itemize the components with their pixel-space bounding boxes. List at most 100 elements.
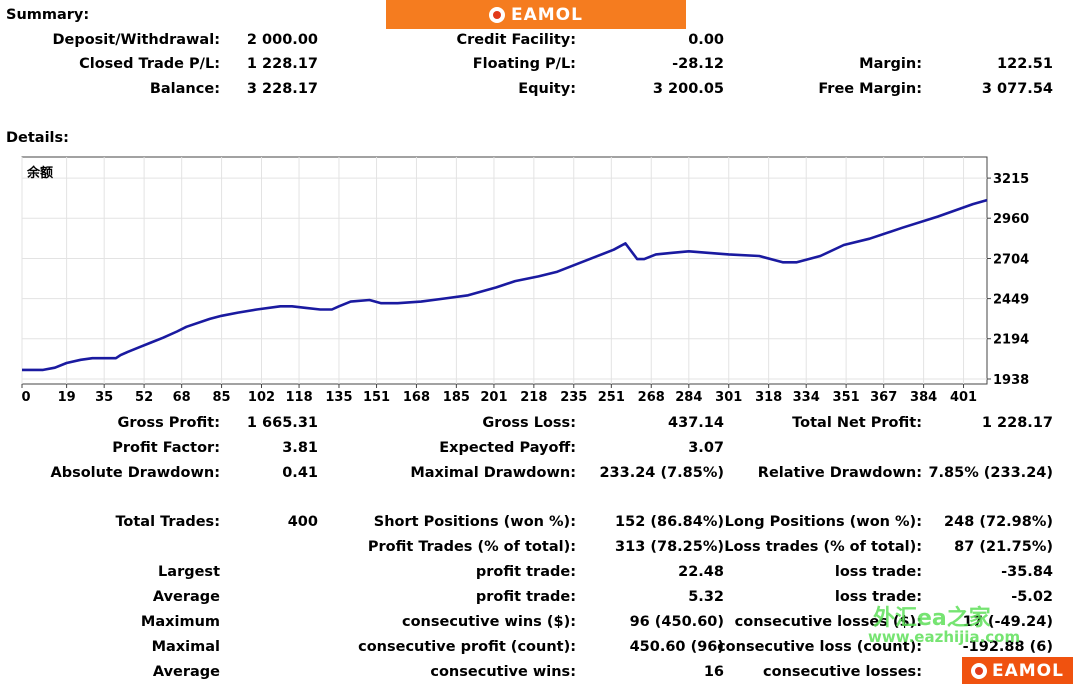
x-tick-label: 0 [21, 390, 30, 405]
stat-label: Gross Profit: [117, 415, 220, 431]
x-tick-label: 334 [793, 390, 820, 405]
x-tick-label: 401 [950, 390, 977, 405]
x-tick-label: 52 [135, 390, 153, 405]
summary-value: 0.00 [688, 32, 724, 48]
stat-value: 437.14 [668, 415, 724, 431]
stat-label: consecutive wins: [430, 664, 576, 680]
summary-label: Closed Trade P/L: [79, 56, 220, 72]
stat-label: Maximal Drawdown: [410, 465, 576, 481]
balance-series-line [22, 198, 988, 372]
logo-mark-icon [971, 662, 987, 679]
stat-value: 5.32 [688, 589, 724, 605]
x-tick-label: 35 [95, 390, 113, 405]
stat-value: 313 (78.25%) [615, 539, 724, 555]
x-tick-label: 68 [173, 390, 191, 405]
y-tick-label: 1938 [993, 373, 1029, 388]
watermark-line-1: 外汇ea之家 [873, 606, 991, 631]
y-tick-label: 3215 [993, 172, 1029, 187]
chart-plot-area [21, 156, 988, 385]
stat-value: 3.07 [688, 440, 724, 456]
stat-label: Loss trades (% of total): [724, 539, 922, 555]
summary-label: Deposit/Withdrawal: [52, 32, 220, 48]
stat-label: consecutive profit (count): [358, 639, 576, 655]
stat-label: loss trade: [834, 564, 922, 580]
x-tick-label: 367 [870, 390, 897, 405]
summary-value: 2 000.00 [246, 32, 318, 48]
stat-label: consecutive wins ($): [401, 614, 576, 630]
summary-value: 3 228.17 [246, 81, 318, 97]
summary-value: 3 200.05 [652, 81, 724, 97]
brand-logo-top: EAMOL [386, 0, 686, 29]
stat-value: 152 (86.84%) [615, 514, 724, 530]
stat-value: 17 (-49.24) [962, 614, 1053, 630]
stat-value: 7.85% (233.24) [928, 465, 1053, 481]
stat-label: Average [152, 664, 220, 680]
stat-value: 450.60 (96) [629, 639, 724, 655]
stat-value: 87 (21.75%) [954, 539, 1053, 555]
stat-label: Maximal [151, 639, 220, 655]
summary-label: Floating P/L: [472, 56, 576, 72]
stat-value: 400 [287, 514, 318, 530]
summary-value: 1 228.17 [246, 56, 318, 72]
x-tick-label: 351 [833, 390, 860, 405]
x-tick-label: 301 [715, 390, 742, 405]
summary-label: Balance: [149, 81, 220, 97]
stat-label: consecutive loss (count): [717, 639, 922, 655]
stat-label: Largest [158, 564, 220, 580]
watermark-line-2: www.eazhijia.com [868, 628, 1021, 646]
x-tick-label: 384 [910, 390, 937, 405]
stat-label: Total Trades: [115, 514, 220, 530]
stat-value: 96 (450.60) [629, 614, 724, 630]
stat-label: Long Positions (won %): [724, 514, 922, 530]
y-tick-label: 2194 [993, 333, 1029, 348]
x-tick-label: 85 [213, 390, 231, 405]
brand-logo-bottom: EAMOL [962, 657, 1073, 684]
stat-label: Expected Payoff: [439, 440, 576, 456]
x-tick-label: 118 [285, 390, 312, 405]
summary-value: 122.51 [997, 56, 1053, 72]
logo-text: EAMOL [992, 660, 1064, 681]
stat-value: 1 665.31 [246, 415, 318, 431]
x-tick-label: 251 [598, 390, 625, 405]
stat-label: Short Positions (won %): [373, 514, 576, 530]
stat-value: 0.41 [282, 465, 318, 481]
summary-value: -28.12 [672, 56, 724, 72]
stat-value: 1 228.17 [981, 415, 1053, 431]
logo-text: EAMOL [511, 4, 583, 25]
stat-label: profit trade: [475, 589, 576, 605]
stat-label: Average [152, 589, 220, 605]
stat-value: 233.24 (7.85%) [599, 465, 724, 481]
stat-value: 3.81 [282, 440, 318, 456]
stat-label: Maximum [140, 614, 220, 630]
stat-value: -35.84 [1001, 564, 1053, 580]
summary-label: Margin: [859, 56, 922, 72]
summary-heading: Summary: [6, 7, 90, 23]
stat-label: Gross Loss: [482, 415, 576, 431]
x-tick-label: 201 [480, 390, 507, 405]
stat-value: 22.48 [678, 564, 724, 580]
stat-label: consecutive losses: [763, 664, 922, 680]
stat-label: consecutive losses ($): [734, 614, 922, 630]
stat-value: -5.02 [1011, 589, 1053, 605]
y-tick-label: 2449 [993, 293, 1029, 308]
stat-label: Profit Factor: [112, 440, 220, 456]
details-heading: Details: [6, 130, 69, 146]
stat-value: 248 (72.98%) [944, 514, 1053, 530]
stat-label: Profit Trades (% of total): [367, 539, 576, 555]
x-tick-label: 135 [325, 390, 352, 405]
summary-label: Free Margin: [818, 81, 922, 97]
x-tick-label: 268 [638, 390, 665, 405]
x-tick-label: 318 [755, 390, 782, 405]
summary-value: 3 077.54 [981, 81, 1053, 97]
x-tick-label: 235 [560, 390, 587, 405]
balance-chart: 1938 2194 2449 2704 2960 3215 0 19 35 52 68 85 102 1… [21, 156, 1029, 405]
stat-label: Relative Drawdown: [757, 465, 922, 481]
x-tick-label: 19 [58, 390, 76, 405]
summary-label: Credit Facility: [456, 32, 576, 48]
stat-label: Absolute Drawdown: [50, 465, 220, 481]
y-tick-label: 2960 [993, 212, 1029, 227]
x-tick-label: 185 [443, 390, 470, 405]
x-tick-label: 218 [520, 390, 547, 405]
chart-legend-label: 余额 [26, 165, 53, 181]
x-tick-label: 168 [403, 390, 430, 405]
